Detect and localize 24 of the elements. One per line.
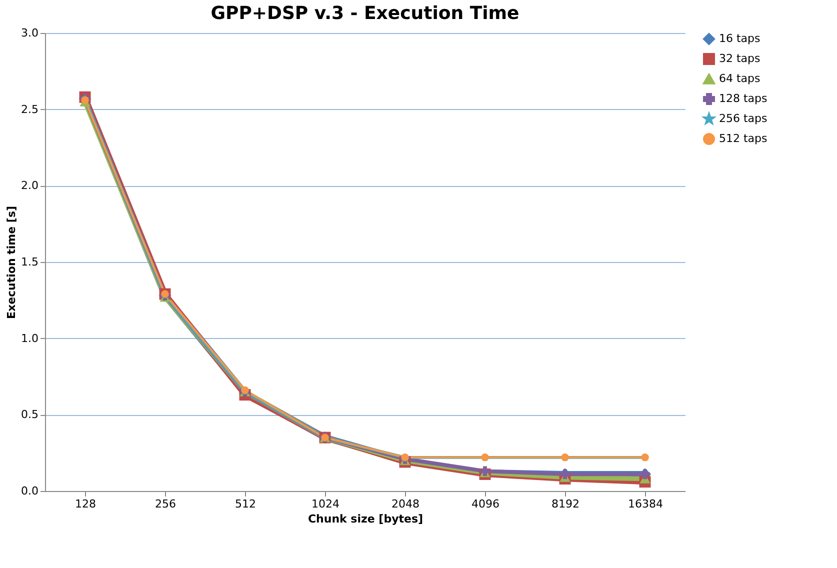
legend-label: 128 taps bbox=[719, 92, 768, 105]
legend-label: 64 taps bbox=[719, 72, 761, 85]
y-tick-label: 0.5 bbox=[21, 408, 38, 422]
legend-label: 256 taps bbox=[719, 112, 768, 125]
legend-label: 32 taps bbox=[719, 52, 761, 65]
legend-label: 512 taps bbox=[719, 132, 768, 145]
y-tick-label: 2.0 bbox=[21, 179, 38, 192]
legend-label: 16 taps bbox=[719, 32, 761, 45]
chart-title: GPP+DSP v.3 - Execution Time bbox=[210, 3, 520, 24]
y-tick-label: 1.5 bbox=[21, 256, 38, 268]
x-tick-label: 4096 bbox=[472, 498, 500, 510]
x-tick-label: 2048 bbox=[392, 498, 420, 510]
x-tick-label: 1024 bbox=[312, 498, 340, 510]
x-tick-label: 256 bbox=[155, 498, 176, 510]
x-tick-label: 512 bbox=[235, 498, 256, 510]
x-axis-title: Chunk size [bytes] bbox=[308, 512, 424, 526]
y-tick-label: 2.5 bbox=[21, 102, 38, 116]
x-tick-label: 128 bbox=[75, 498, 96, 510]
x-tick-label: 8192 bbox=[552, 498, 580, 510]
y-tick-label: 1.0 bbox=[21, 332, 38, 345]
y-axis-title: Execution time [s] bbox=[5, 206, 18, 320]
y-tick-label: 0.0 bbox=[21, 484, 38, 498]
x-tick-label: 16384 bbox=[628, 498, 663, 510]
y-tick-label: 3.0 bbox=[21, 26, 38, 40]
